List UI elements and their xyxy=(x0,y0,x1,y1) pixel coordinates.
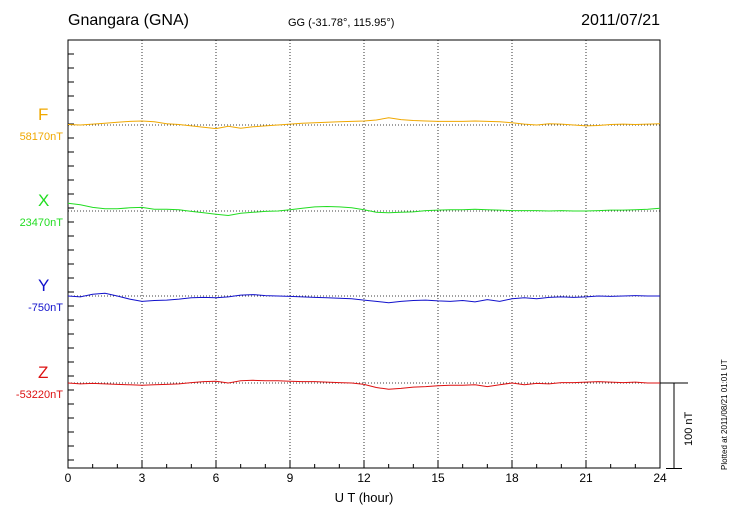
series-line-f xyxy=(67,117,661,130)
x-tick-label: 3 xyxy=(139,471,146,485)
series-line-y xyxy=(67,292,660,304)
component-letter-x: X xyxy=(38,191,50,210)
component-letter-f: F xyxy=(38,105,49,124)
plot-date: 2011/07/21 xyxy=(581,12,660,29)
component-baseline-value-f: 58170nT xyxy=(19,131,63,143)
plotted-timestamp: Plotted at 2011/08/21 01:01 UT xyxy=(720,359,729,470)
x-tick-label: 9 xyxy=(287,471,294,485)
station-title: Gnangara (GNA) xyxy=(68,12,189,29)
component-baseline-value-y: -750nT xyxy=(28,302,63,314)
component-baseline-value-z: -53220nT xyxy=(15,389,63,401)
x-tick-label: 24 xyxy=(653,471,667,485)
x-tick-label: 21 xyxy=(579,471,593,485)
x-tick-label: 18 xyxy=(505,471,519,485)
scale-bar-label: 100 nT xyxy=(683,411,695,446)
component-letter-z: Z xyxy=(38,363,49,382)
x-tick-label: 12 xyxy=(357,471,371,485)
station-coordinates: GG (-31.78°, 115.95°) xyxy=(288,17,395,29)
x-tick-label: 15 xyxy=(431,471,445,485)
x-tick-label: 6 xyxy=(213,471,220,485)
x-axis-label: U T (hour) xyxy=(335,490,394,505)
series-line-z xyxy=(67,379,660,390)
series-line-x xyxy=(67,202,661,217)
component-baseline-value-x: 23470nT xyxy=(19,217,63,229)
component-letter-y: Y xyxy=(38,276,50,295)
x-tick-label: 0 xyxy=(65,471,72,485)
